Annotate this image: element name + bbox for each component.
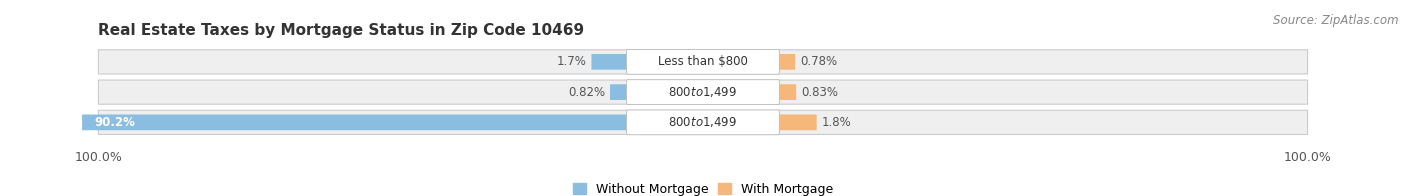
FancyBboxPatch shape bbox=[627, 80, 779, 104]
FancyBboxPatch shape bbox=[592, 54, 627, 70]
Text: Real Estate Taxes by Mortgage Status in Zip Code 10469: Real Estate Taxes by Mortgage Status in … bbox=[98, 23, 585, 38]
FancyBboxPatch shape bbox=[627, 110, 779, 135]
Legend: Without Mortgage, With Mortgage: Without Mortgage, With Mortgage bbox=[574, 183, 832, 196]
Text: 0.82%: 0.82% bbox=[568, 86, 605, 99]
FancyBboxPatch shape bbox=[98, 50, 1308, 74]
Text: 1.8%: 1.8% bbox=[821, 116, 851, 129]
Text: 0.83%: 0.83% bbox=[801, 86, 838, 99]
FancyBboxPatch shape bbox=[98, 80, 1308, 104]
FancyBboxPatch shape bbox=[98, 110, 1308, 134]
Text: 90.2%: 90.2% bbox=[94, 116, 135, 129]
Text: 0.78%: 0.78% bbox=[800, 55, 837, 68]
FancyBboxPatch shape bbox=[779, 84, 796, 100]
Text: $800 to $1,499: $800 to $1,499 bbox=[668, 115, 738, 129]
Text: $800 to $1,499: $800 to $1,499 bbox=[668, 85, 738, 99]
FancyBboxPatch shape bbox=[779, 54, 794, 70]
Text: Less than $800: Less than $800 bbox=[658, 55, 748, 68]
FancyBboxPatch shape bbox=[610, 84, 627, 100]
FancyBboxPatch shape bbox=[779, 114, 817, 130]
FancyBboxPatch shape bbox=[627, 49, 779, 74]
Text: Source: ZipAtlas.com: Source: ZipAtlas.com bbox=[1274, 14, 1399, 27]
FancyBboxPatch shape bbox=[82, 114, 627, 130]
Text: 1.7%: 1.7% bbox=[557, 55, 586, 68]
